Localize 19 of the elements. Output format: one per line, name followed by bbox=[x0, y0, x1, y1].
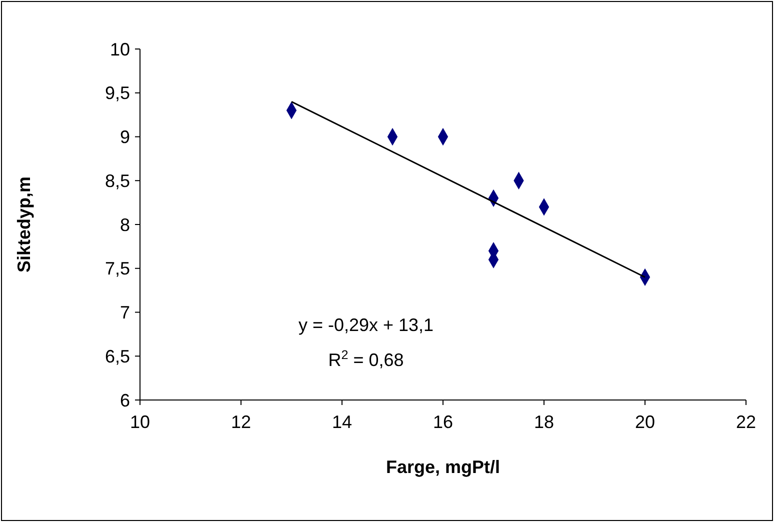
y-tick-label: 10 bbox=[110, 39, 130, 60]
x-tick-label: 22 bbox=[736, 412, 756, 432]
y-tick-label: 6,5 bbox=[104, 346, 130, 366]
y-tick-label: 9 bbox=[120, 127, 130, 148]
y-tick-label: 9,5 bbox=[104, 83, 130, 104]
x-axis-title: Farge, mgPt/l bbox=[386, 457, 500, 477]
x-tick-label: 12 bbox=[230, 412, 252, 432]
y-tick-label: 7 bbox=[120, 302, 130, 323]
x-tick-label: 18 bbox=[534, 412, 554, 432]
y-axis-title: Siktedyp,m bbox=[14, 176, 34, 273]
x-tick-label: 14 bbox=[332, 412, 352, 432]
annotation: R$^{2}$ = 0,68 bbox=[328, 348, 404, 370]
y-tick-label: 6 bbox=[120, 390, 130, 410]
y-tick-label: 8,5 bbox=[104, 170, 130, 191]
y-tick-label: 8 bbox=[120, 214, 130, 235]
annotation: y = -0,29x + 13,1 bbox=[298, 315, 434, 335]
y-tick-label: 7,5 bbox=[104, 258, 130, 279]
x-tick-label: 20 bbox=[634, 412, 656, 432]
x-tick-label: 16 bbox=[432, 412, 454, 432]
